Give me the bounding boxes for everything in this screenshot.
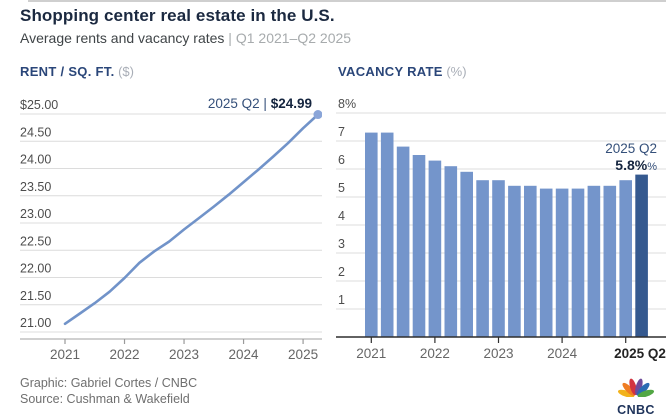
vacancy-heading-label: VACANCY RATE xyxy=(338,64,443,79)
vacancy-bar xyxy=(508,185,521,337)
rent-heading-label: RENT / SQ. FT. xyxy=(20,64,115,79)
vacancy-bar xyxy=(444,166,458,337)
rent-xtick-label: 2023 xyxy=(169,347,199,362)
vacancy-bar xyxy=(619,180,632,337)
peacock-feather xyxy=(622,382,636,396)
footer-source: Source: Cushman & Wakefield xyxy=(20,392,190,406)
footer-credits: Graphic: Gabriel Cortes / CNBC Source: C… xyxy=(20,375,197,407)
vacancy-ytick-label: 5 xyxy=(338,181,345,195)
footer-graphic-credit: Graphic: Gabriel Cortes / CNBC xyxy=(20,376,198,390)
vacancy-ytick-label: 7 xyxy=(338,125,345,139)
subtitle-separator: | xyxy=(224,30,236,46)
rent-chart-heading: RENT / SQ. FT. ($) xyxy=(20,64,134,79)
rent-line-series xyxy=(63,113,320,326)
rent-ytick-label: 23.00 xyxy=(20,207,51,221)
subtitle: Average rents and vacancy rates | Q1 202… xyxy=(20,30,351,46)
vacancy-ytick-label: 4 xyxy=(338,209,345,223)
subtitle-main: Average rents and vacancy rates xyxy=(20,30,225,46)
vacancy-bar xyxy=(635,174,648,337)
peacock-feather xyxy=(629,378,637,396)
peacock-feather xyxy=(617,389,635,398)
vacancy-chart-heading: VACANCY RATE (%) xyxy=(338,64,467,79)
vacancy-ytick-label: 2 xyxy=(338,265,345,279)
vacancy-bar xyxy=(603,185,617,337)
vacancy-annotation-period: 2025 Q2 xyxy=(605,141,657,156)
rent-ytick-label: $25.00 xyxy=(20,98,58,112)
rent-ytick-label: 22.00 xyxy=(20,262,51,276)
rent-heading-unit: ($) xyxy=(114,64,134,79)
cnbc-logo: CNBC xyxy=(614,376,658,417)
vacancy-bar xyxy=(365,132,378,337)
top-divider xyxy=(28,0,666,2)
vacancy-bar xyxy=(412,155,426,337)
rent-xtick-label: 2025 xyxy=(288,347,318,362)
rent-xtick-label: 2021 xyxy=(50,347,80,362)
peacock-icon xyxy=(617,378,655,398)
vacancy-xtick-label: 2022 xyxy=(420,346,450,361)
vacancy-xtick-label: 2025 Q2 xyxy=(614,346,666,361)
peacock-feather xyxy=(637,389,655,398)
vacancy-bar xyxy=(587,185,601,337)
rent-ytick-label: 24.50 xyxy=(20,125,51,139)
rent-ytick-label: 21.00 xyxy=(20,316,51,330)
vacancy-bar-chart: 8% 7 6 5 4 3 2 1 2021 2022 2023 2024 2025 Q2 xyxy=(336,97,666,361)
vacancy-bar xyxy=(571,188,585,337)
vacancy-bar xyxy=(428,160,442,337)
vacancy-bar xyxy=(539,188,553,337)
vacancy-xtick-label: 2024 xyxy=(547,346,578,361)
vacancy-annotation-value: 5.8% xyxy=(615,157,648,173)
vacancy-ytick-label: 1 xyxy=(338,293,345,307)
rent-xtick-label: 2024 xyxy=(229,347,260,362)
rent-annotation-value: $24.99 xyxy=(270,96,312,111)
vacancy-ytick-label: 6 xyxy=(338,153,345,167)
subtitle-date-range: Q1 2021–Q2 2025 xyxy=(235,30,352,46)
rent-ytick-label: 24.00 xyxy=(20,153,51,167)
vacancy-ytick-label: 8% xyxy=(338,97,356,111)
cnbc-logo-text: CNBC xyxy=(617,403,655,417)
vacancy-bar xyxy=(380,132,394,337)
vacancy-annotation: 2025 Q2 5.8%% xyxy=(605,141,657,175)
vacancy-heading-unit: (%) xyxy=(442,64,467,79)
vacancy-annotation-suffix: % xyxy=(647,161,657,173)
vacancy-bar xyxy=(492,180,505,337)
peacock-feather xyxy=(636,382,650,396)
vacancy-bar xyxy=(476,180,489,337)
page-title: Shopping center real estate in the U.S. xyxy=(20,6,335,25)
vacancy-xtick-label: 2021 xyxy=(356,346,386,361)
peacock-feather xyxy=(635,378,643,396)
rent-ytick-label: 22.50 xyxy=(20,234,51,248)
vacancy-bar xyxy=(524,185,537,337)
rent-xtick-label: 2022 xyxy=(109,347,139,362)
vacancy-bar xyxy=(396,146,410,337)
vacancy-xtick-label: 2023 xyxy=(483,346,513,361)
rent-line-chart: $25.00 24.50 24.00 23.50 23.00 22.50 22.00 21.5… xyxy=(20,98,322,362)
vacancy-bar xyxy=(555,188,569,337)
rent-endpoint-dot xyxy=(313,110,322,120)
rent-annotation-period: 2025 Q2 | xyxy=(207,96,271,111)
vacancy-bar xyxy=(460,171,473,337)
vacancy-ytick-label: 3 xyxy=(338,237,345,251)
rent-annotation: 2025 Q2 | $24.99 xyxy=(150,96,312,112)
rent-ytick-label: 23.50 xyxy=(20,180,51,194)
rent-ytick-label: 21.50 xyxy=(20,289,51,303)
